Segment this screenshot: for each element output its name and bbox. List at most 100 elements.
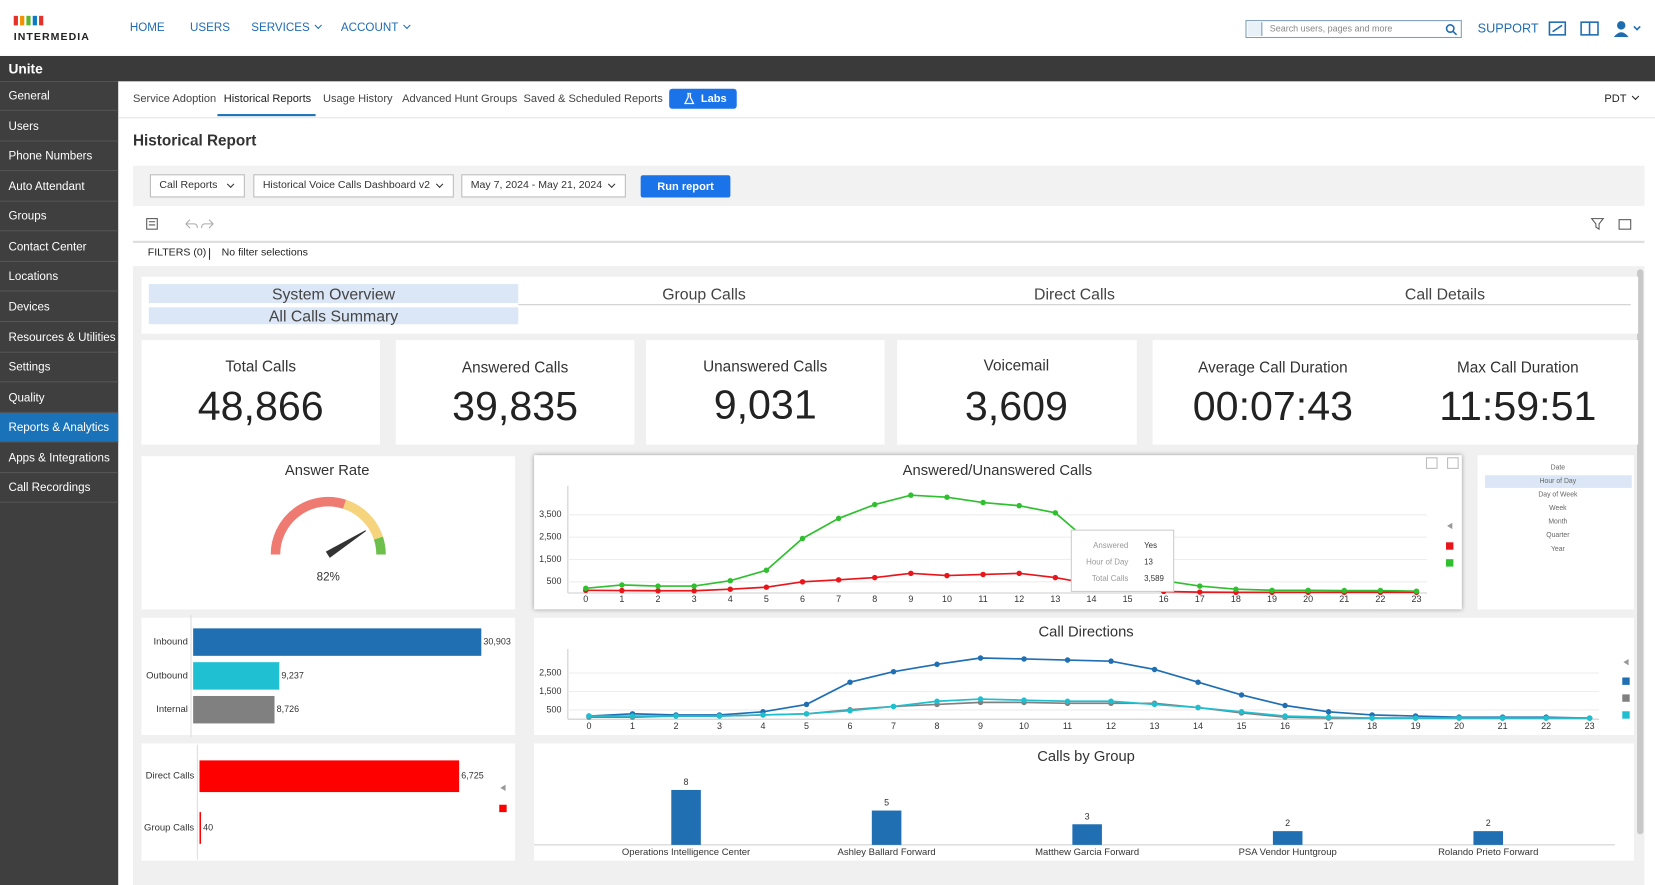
support-link[interactable]: SUPPORT [1477,21,1539,36]
nav-item[interactable]: USERS [189,21,230,35]
nav-item[interactable]: SERVICES [251,22,321,35]
user-icon[interactable] [1613,19,1643,38]
tab[interactable]: Service Adoption [132,92,217,106]
icon[interactable] [1548,20,1567,37]
x-tick-label: 1 [619,594,624,604]
logo-bar [13,15,18,26]
tab[interactable]: Advanced Hunt Groups [402,92,518,106]
x-tick-label: 16 [1159,594,1169,604]
expand-button[interactable] [1425,457,1438,469]
point [1016,502,1022,509]
sidebar-item[interactable]: Settings [0,353,119,383]
filter-icon[interactable] [1590,218,1605,231]
x-tick-label: 2 [656,594,661,604]
point [803,701,810,708]
sidebar-item[interactable]: Call Recordings [0,474,119,504]
sidebar-item[interactable]: Contact Center [0,232,119,262]
legend-arrow [1623,659,1629,666]
sidebar-item[interactable]: Reports & Analytics [0,413,119,443]
bar [193,628,482,656]
menu-button[interactable] [1447,457,1459,469]
legend-arrow [500,784,506,792]
nav-item[interactable]: ACCOUNT [341,22,410,35]
point [586,713,592,719]
tooltip-value: 13 [1144,557,1153,566]
sidebar-item[interactable]: Resources & Utilities [0,323,119,353]
redo-icon[interactable] [201,219,214,229]
granularity-option[interactable]: Year [1551,546,1566,553]
point [977,696,984,702]
point [1052,574,1059,581]
granularity-option[interactable]: Hour of Day [1540,478,1577,485]
sidebar-item[interactable]: Locations [0,262,119,292]
tab[interactable]: Historical Reports [223,92,312,106]
x-tick-label: 7 [836,594,841,604]
search-icon[interactable] [1445,23,1458,36]
dash-subtab[interactable]: All Calls Summary [268,307,399,326]
point [1238,692,1245,698]
labs-button[interactable]: Labs [669,88,737,109]
point [944,494,950,500]
timezone-select[interactable]: PDT [1604,94,1638,105]
bar [193,662,280,690]
series-line [585,494,1417,593]
granularity-option[interactable]: Quarter [1546,532,1570,539]
dash-tab[interactable]: System Overview [271,285,396,304]
kpi-value: 00:07:43 [1192,383,1354,430]
sidebar-item[interactable]: Auto Attendant [0,172,119,202]
filter-icon[interactable] [1247,22,1263,36]
x-tick-label: 12 [1106,721,1116,731]
x-tick-label: 0 [583,594,588,604]
sidebar-item[interactable]: Quality [0,383,119,413]
filters-label: FILTERS (0) [147,247,207,259]
tab[interactable]: Saved & Scheduled Reports [523,92,663,106]
gauge-band [270,496,347,555]
sidebar-item[interactable]: Groups [0,202,119,232]
sidebar-item[interactable]: Devices [0,293,119,323]
kpi-card [395,340,635,445]
run-button[interactable]: Run report [640,175,731,198]
gauge-needle [325,530,366,558]
nav-item[interactable]: HOME [129,21,165,35]
gauge-label: 82% [317,571,340,584]
granularity-option[interactable]: Date [1551,465,1566,472]
y-tick-label: 2,500 [539,532,561,542]
point [1238,709,1245,715]
select[interactable]: May 7, 2024 - May 21, 2024 [461,174,626,198]
point [1325,714,1332,720]
icon[interactable] [1580,20,1599,37]
legend-swatch [1622,677,1630,685]
granularity-option[interactable]: Month [1548,519,1567,526]
chart-title: Answer Rate [285,463,370,479]
x-tick-label: 4 [760,721,765,731]
value-label: 8 [684,777,689,787]
sidebar-item[interactable]: Apps & Integrations [0,443,119,473]
sidebar-item[interactable]: Users [0,111,119,142]
export-icon[interactable] [1618,219,1632,230]
x-tick-label: 23 [1585,721,1595,731]
tab-highlight [148,307,519,325]
logo-text[interactable]: INTERMEDIA [13,31,90,44]
point [655,583,661,589]
granularity-option[interactable]: Week [1549,505,1567,512]
dash-tab[interactable]: Direct Calls [1034,285,1115,304]
point [1064,698,1071,705]
granularity-option[interactable]: Day of Week [1538,492,1578,499]
select[interactable]: Historical Voice Calls Dashboard v2 [253,174,454,198]
search-box[interactable]: Search users, pages and more [1245,20,1462,39]
x-tick-label: 8 [872,594,877,604]
undo-icon[interactable] [185,219,198,229]
y-tick-label: 3,500 [539,509,561,519]
scrollbar[interactable] [1637,269,1644,835]
sidebar-item[interactable]: Phone Numbers [0,142,119,172]
icon[interactable] [146,218,158,230]
point [803,711,810,717]
value-label: 8,726 [277,704,299,714]
sidebar-item[interactable]: General [0,81,119,111]
point [890,703,897,710]
tab[interactable]: Usage History [322,92,393,106]
dash-tab[interactable]: Call Details [1404,285,1485,304]
x-tick-label: 1 [630,721,635,731]
dash-tab[interactable]: Group Calls [662,285,746,304]
select[interactable]: Call Reports [149,174,245,198]
